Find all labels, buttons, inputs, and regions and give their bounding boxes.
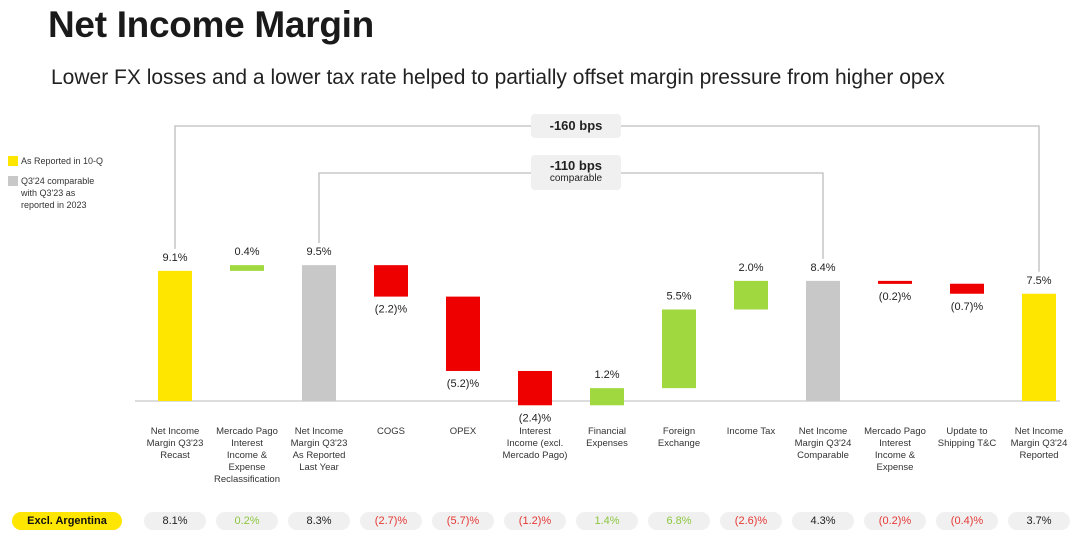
bracket-label-comparable: -110 bps comparable — [531, 155, 621, 190]
bracket-line-total — [174, 125, 1040, 272]
category-label-11: Mercado Pago Interest Income & Expense — [864, 426, 926, 473]
data-label-13: 7.5% — [1026, 275, 1051, 287]
category-label-4: COGS — [377, 426, 405, 437]
data-label-3: 9.5% — [306, 246, 331, 258]
legend-swatch-yellow — [8, 156, 18, 166]
excl-argentina-value-13: 3.7% — [1008, 512, 1070, 530]
bar-9 — [734, 280, 768, 310]
data-label-5: (5.2)% — [447, 378, 480, 390]
data-label-2: 0.4% — [234, 246, 259, 258]
data-label-12: (0.7)% — [951, 301, 984, 313]
excl-argentina-value-11: (0.2)% — [864, 512, 926, 530]
category-label-6: Interest Income (excl. Mercado Pago) — [503, 426, 568, 461]
bracket-value-total: -160 bps — [549, 118, 603, 133]
bar-8 — [662, 309, 696, 389]
excl-argentina-value-6: (1.2)% — [504, 512, 566, 530]
data-label-1: 9.1% — [162, 252, 187, 264]
bracket-value-comparable: -110 bps — [549, 158, 603, 173]
bar-1 — [158, 270, 192, 401]
category-label-5: OPEX — [450, 426, 477, 437]
bracket-label-total: -160 bps — [531, 114, 621, 138]
bar-6 — [518, 370, 552, 406]
category-label-2: Mercado Pago Interest Income & Expense Recla… — [214, 426, 280, 485]
page-title: Net Income Margin — [48, 4, 374, 45]
data-label-4: (2.2)% — [375, 304, 408, 316]
legend-label: As Reported in 10-Q — [21, 156, 104, 166]
category-label-9: Income Tax — [727, 426, 776, 437]
excl-argentina-value-2: 0.2% — [216, 512, 278, 530]
category-label-7: Financial Expenses — [586, 426, 628, 449]
bar-13 — [1022, 293, 1056, 401]
bar-4 — [374, 265, 408, 297]
category-label-10: Net Income Margin Q3'24 Comparable — [795, 426, 852, 461]
excl-argentina-value-5: (5.7)% — [432, 512, 494, 530]
excl-argentina-value-12: (0.4)% — [936, 512, 998, 530]
bar-7 — [590, 388, 624, 406]
data-label-11: (0.2)% — [879, 291, 912, 303]
excl-argentina-value-10: 4.3% — [792, 512, 854, 530]
data-label-10: 8.4% — [810, 262, 835, 274]
data-label-7: 1.2% — [594, 369, 619, 381]
bar-10 — [806, 280, 840, 401]
legend-item-reported: As Reported in 10-Q — [8, 155, 107, 167]
legend-item-comparable: Q3'24 comparable with Q3'23 as reported … — [8, 175, 107, 211]
bar-12 — [950, 283, 984, 294]
data-label-9: 2.0% — [738, 262, 763, 274]
excl-argentina-label: Excl. Argentina — [12, 512, 122, 530]
category-label-3: Net Income Margin Q3'23 As Reported Last Ye… — [291, 426, 348, 473]
excl-argentina-value-7: 1.4% — [576, 512, 638, 530]
data-label-8: 5.5% — [666, 290, 691, 302]
bar-5 — [446, 296, 480, 371]
bracket-sublabel: comparable — [549, 173, 603, 184]
bar-11 — [878, 280, 912, 284]
page-subtitle: Lower FX losses and a lower tax rate hel… — [51, 66, 945, 89]
legend-swatch-gray — [8, 176, 18, 186]
excl-argentina-value-4: (2.7)% — [360, 512, 422, 530]
bar-2 — [230, 265, 264, 271]
excl-argentina-value-1: 8.1% — [144, 512, 206, 530]
excl-argentina-value-9: (2.6)% — [720, 512, 782, 530]
category-label-8: Foreign Exchange — [658, 426, 700, 449]
legend: As Reported in 10-Q Q3'24 comparable wit… — [8, 155, 107, 219]
category-label-13: Net Income Margin Q3'24 Reported — [1011, 426, 1068, 461]
data-label-6: (2.4)% — [519, 412, 552, 424]
category-label-12: Update to Shipping T&C — [938, 426, 997, 449]
category-label-1: Net Income Margin Q3'23 Recast — [147, 426, 204, 461]
legend-label: Q3'24 comparable with Q3'23 as reported … — [21, 176, 95, 210]
excl-argentina-value-3: 8.3% — [288, 512, 350, 530]
bar-3 — [302, 265, 336, 401]
excl-argentina-value-8: 6.8% — [648, 512, 710, 530]
